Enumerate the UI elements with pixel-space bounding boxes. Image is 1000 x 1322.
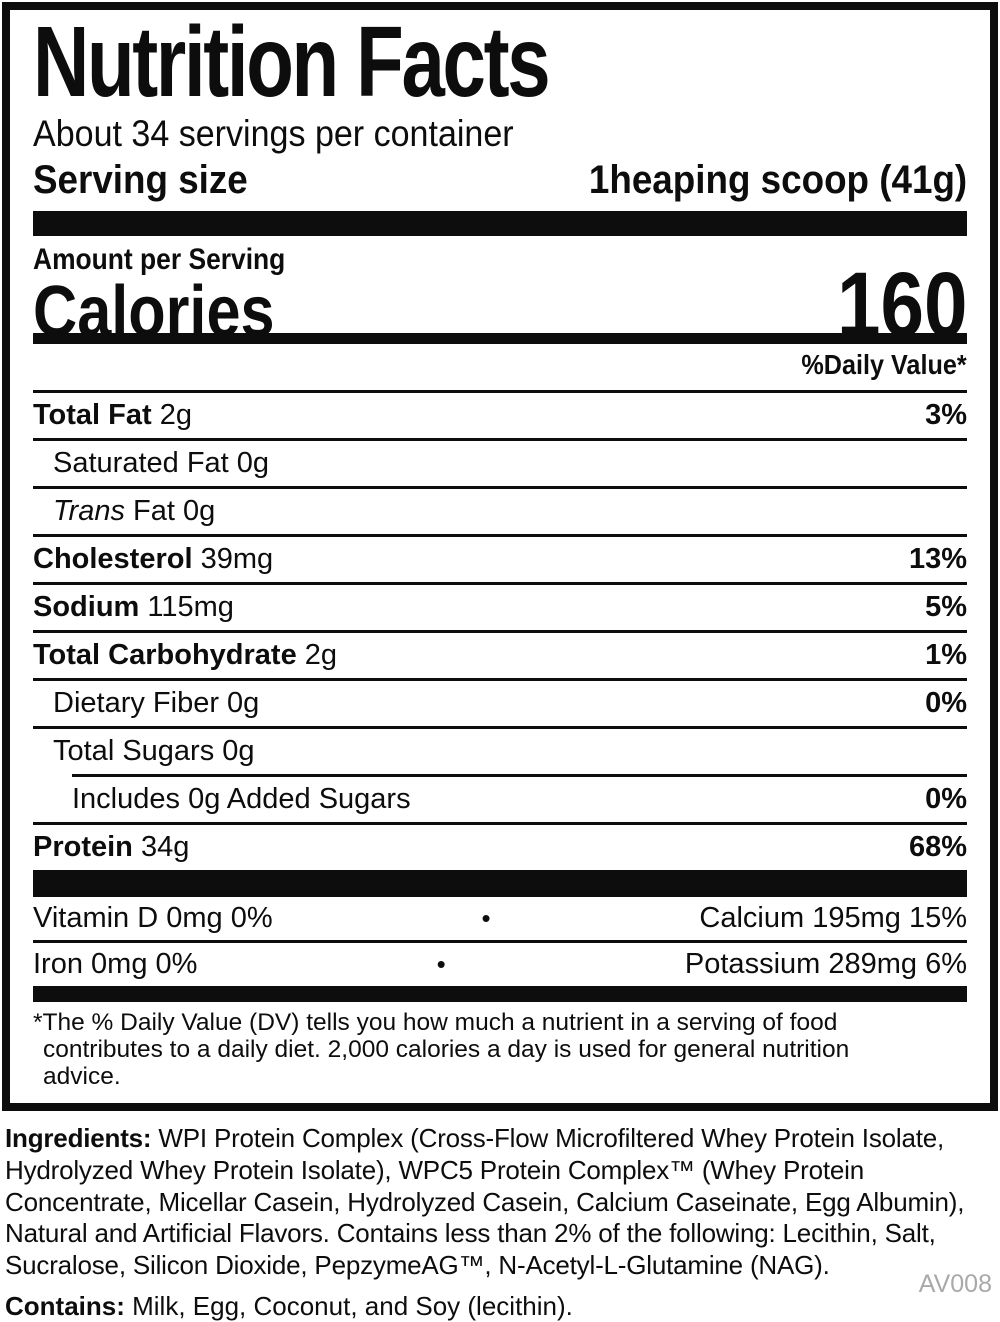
micronutrient-rows: Vitamin D 0mg 0% • Calcium 195mg 15% Iro… <box>33 897 967 986</box>
ingredients-label: Ingredients: <box>5 1123 152 1153</box>
nutrient-name: Saturated Fat 0g <box>53 447 270 479</box>
nutrient-dv: 0% <box>925 687 967 719</box>
nutrient-rows: Total Fat 2g 3% Saturated Fat 0g Trans F… <box>33 390 967 870</box>
nutrient-dv: 1% <box>925 639 967 671</box>
label-code: AV008 <box>918 1270 992 1298</box>
nutrient-row-dietary-fiber: Dietary Fiber 0g 0% <box>33 678 967 726</box>
micronutrient-row-vitamind-calcium: Vitamin D 0mg 0% • Calcium 195mg 15% <box>33 897 967 940</box>
servings-per-container: About 34 servings per container <box>33 113 514 154</box>
nutrient-name: Includes 0g Added Sugars <box>72 783 411 815</box>
bullet-separator: • <box>481 903 491 933</box>
nutrient-amount: 2g <box>151 399 193 431</box>
micronutrient-left: Vitamin D 0mg 0% <box>33 902 273 934</box>
micronutrient-right: Calcium 195mg 15% <box>699 902 967 934</box>
calories-value: 160 <box>836 254 967 356</box>
nutrient-row-sodium: Sodium 115mg 5% <box>33 582 967 630</box>
nutrition-facts-panel: Nutrition Facts About 34 servings per co… <box>2 2 998 1111</box>
separator-bar-thick <box>33 211 967 236</box>
nutrient-amount: 34g <box>132 831 190 863</box>
separator-bar-small <box>33 986 967 1002</box>
daily-value-header: %Daily Value* <box>33 349 967 380</box>
ingredients-text: WPI Protein Complex (Cross-Flow Microfil… <box>5 1123 972 1281</box>
nutrient-row-saturated-fat: Saturated Fat 0g <box>33 438 967 486</box>
nutrient-row-total-fat: Total Fat 2g 3% <box>33 390 967 438</box>
nutrient-dv: 3% <box>925 399 967 431</box>
nutrient-amount: 2g <box>296 639 338 671</box>
nutrient-row-protein: Protein 34g 68% <box>33 822 967 870</box>
daily-value-header-text: %Daily Value* <box>801 349 967 380</box>
nutrient-row-total-sugars: Total Sugars 0g <box>33 726 967 774</box>
nutrient-name: Total Sugars 0g <box>53 735 255 767</box>
nutrient-amount: 39mg <box>192 543 274 575</box>
nutrient-name: Total Fat <box>33 399 152 431</box>
amount-per-serving-label: Amount per Serving <box>33 243 286 276</box>
nutrient-dv: 68% <box>908 831 967 863</box>
separator-bar-thick <box>33 870 967 897</box>
daily-value-footnote: *The % Daily Value (DV) tells you how mu… <box>33 1009 850 1090</box>
nutrient-row-cholesterol: Cholesterol 39mg 13% <box>33 534 967 582</box>
nutrient-amount: Fat 0g <box>124 495 216 527</box>
nutrient-row-added-sugars: Includes 0g Added Sugars 0% <box>72 774 967 822</box>
nutrient-row-total-carbohydrate: Total Carbohydrate 2g 1% <box>33 630 967 678</box>
serving-size-value: 1heaping scoop (41g) <box>588 158 967 202</box>
calories-row: Calories 160 <box>33 254 967 356</box>
nutrient-name: Sodium <box>33 591 140 623</box>
nutrient-dv: 13% <box>908 543 967 575</box>
nutrient-name: Protein <box>33 831 133 863</box>
nutrient-name: Cholesterol <box>33 543 193 575</box>
serving-size-row: Serving size 1heaping scoop (41g) <box>33 156 967 205</box>
nutrient-name: Total Carbohydrate <box>33 639 297 671</box>
nutrition-facts-title: Nutrition Facts <box>33 6 551 118</box>
nutrient-dv: 0% <box>925 783 967 815</box>
nutrient-amount: 115mg <box>139 591 234 623</box>
nutrient-name-italic: Trans <box>53 495 125 527</box>
nutrient-row-trans-fat: Trans Fat 0g <box>33 486 967 534</box>
micronutrient-row-iron-potassium: Iron 0mg 0% • Potassium 289mg 6% <box>33 940 967 986</box>
bullet-separator: • <box>436 949 446 979</box>
allergen-paragraph: Contains: Milk, Egg, Coconut, and Soy (l… <box>5 1291 995 1322</box>
nutrient-dv: 5% <box>925 591 967 623</box>
serving-size-label: Serving size <box>33 158 248 202</box>
ingredients-paragraph: Ingredients: WPI Protein Complex (Cross-… <box>5 1123 995 1282</box>
separator-bar-medium <box>33 333 967 344</box>
nutrient-name: Dietary Fiber 0g <box>53 687 260 719</box>
calories-label: Calories <box>33 272 275 352</box>
micronutrient-right: Potassium 289mg 6% <box>684 948 967 980</box>
micronutrient-left: Iron 0mg 0% <box>33 948 198 980</box>
